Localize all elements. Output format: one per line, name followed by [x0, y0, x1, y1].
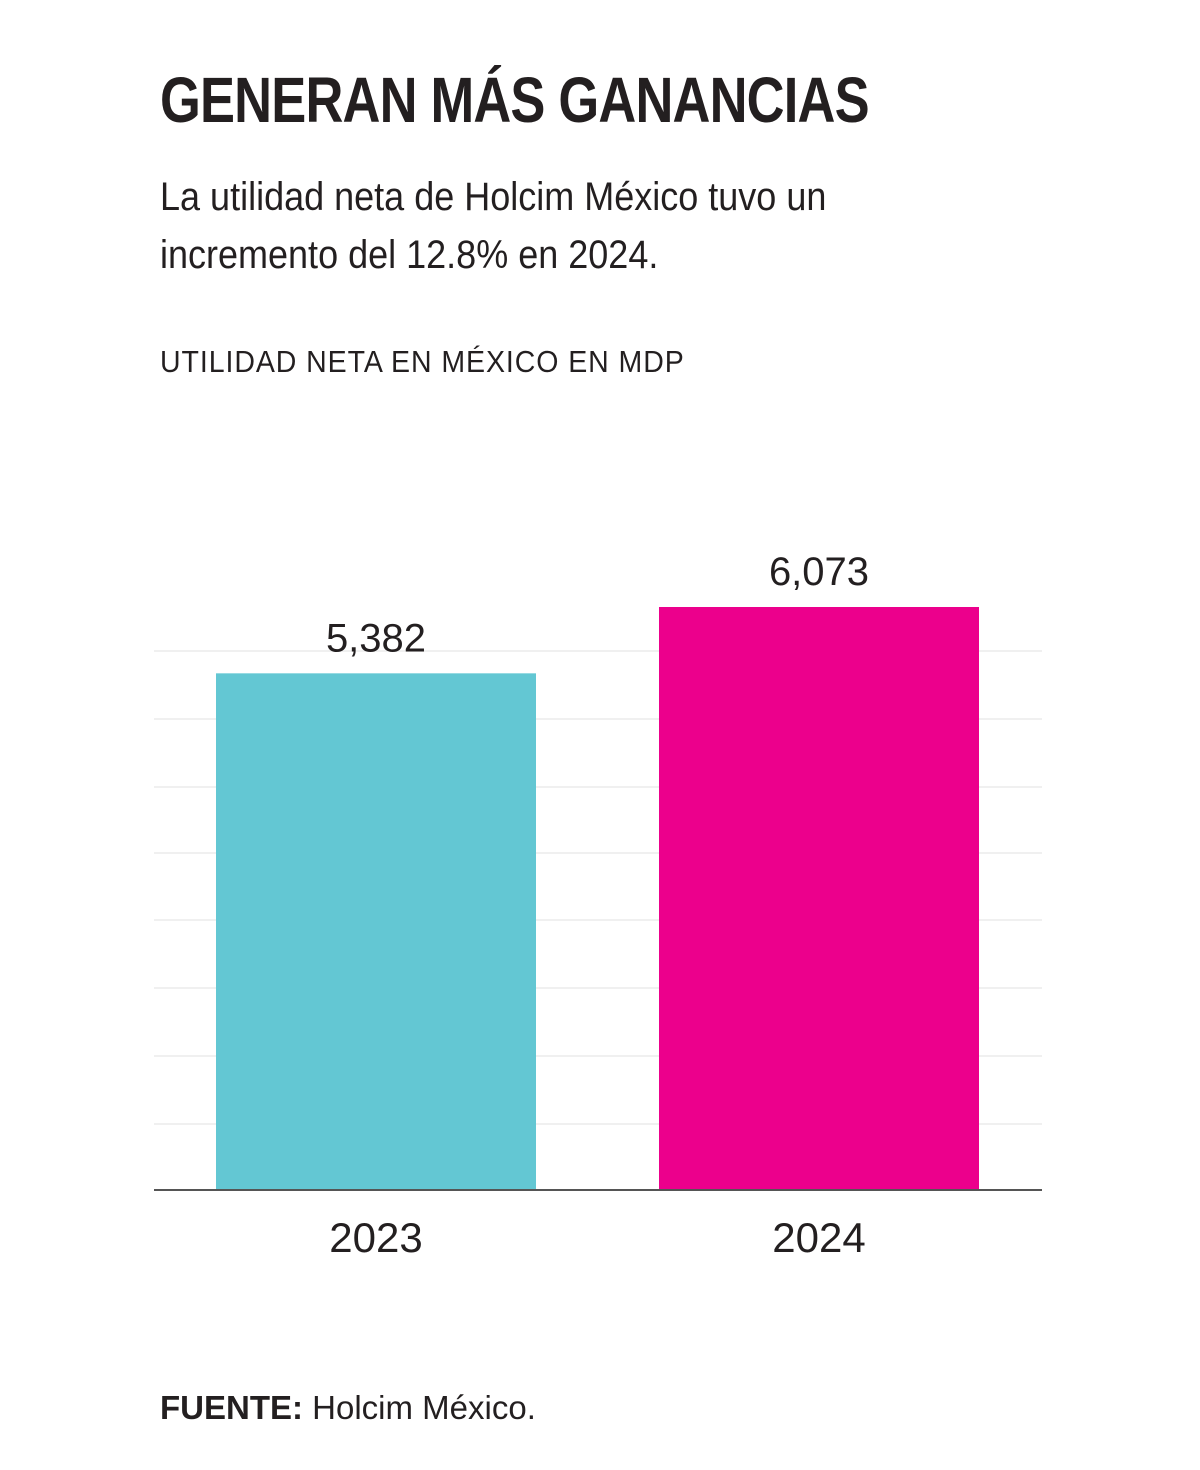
units-label: UTILIDAD NETA EN MÉXICO EN MDP: [160, 344, 685, 379]
chart-title: GENERAN MÁS GANANCIAS: [160, 64, 870, 136]
value-label-2023: 5,382: [326, 616, 426, 660]
category-label-2024: 2024: [772, 1214, 865, 1261]
value-labels: 5,382 6,073: [326, 550, 869, 660]
source-text: Holcim México.: [303, 1389, 536, 1426]
bars: [216, 607, 979, 1190]
bar-2024: [659, 607, 979, 1190]
value-label-2024: 6,073: [769, 550, 869, 594]
category-label-2023: 2023: [329, 1214, 422, 1261]
chart-subtitle: La utilidad neta de Holcim México tuvo u…: [160, 175, 827, 277]
source-label: FUENTE:: [160, 1389, 303, 1426]
bar-2023: [216, 673, 536, 1190]
source-note: FUENTE: Holcim México.: [160, 1386, 536, 1430]
bar-chart: 5,382 6,073 2023 2024: [154, 550, 1042, 1261]
category-labels: 2023 2024: [329, 1214, 865, 1261]
